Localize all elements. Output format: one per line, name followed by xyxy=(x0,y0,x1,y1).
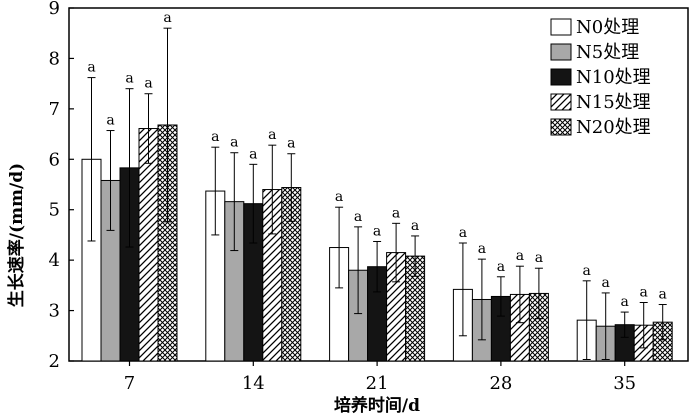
significance-label: a xyxy=(621,294,629,310)
legend-swatch xyxy=(550,93,572,111)
x-tick-label: 35 xyxy=(613,373,636,394)
y-tick-label: 7 xyxy=(49,99,60,120)
significance-label: a xyxy=(268,127,276,143)
significance-label: a xyxy=(230,135,238,151)
significance-label: a xyxy=(125,71,133,87)
significance-label: a xyxy=(583,263,591,279)
significance-label: a xyxy=(659,287,667,303)
significance-label: a xyxy=(478,241,486,257)
significance-label: a xyxy=(459,225,467,241)
y-tick-label: 3 xyxy=(49,301,60,322)
x-tick-label: 21 xyxy=(366,373,389,394)
significance-label: a xyxy=(144,76,152,92)
significance-label: a xyxy=(87,60,95,76)
x-axis-title: 培养时间/d xyxy=(334,395,420,416)
significance-label: a xyxy=(163,10,171,26)
significance-label: a xyxy=(535,250,543,266)
significance-label: a xyxy=(411,218,419,234)
significance-label: a xyxy=(106,113,114,129)
y-tick-label: 2 xyxy=(49,351,60,372)
legend-swatch xyxy=(550,118,572,136)
legend-swatch xyxy=(550,43,572,61)
significance-label: a xyxy=(211,129,219,145)
legend-label: N5处理 xyxy=(576,42,639,63)
x-tick-label: 14 xyxy=(242,373,265,394)
significance-label: a xyxy=(497,259,505,275)
y-tick-label: 4 xyxy=(49,250,60,271)
significance-label: a xyxy=(640,285,648,301)
y-axis-title: 生长速率/(mm/d) xyxy=(6,163,27,307)
legend: N0处理 N5处理 N10处理 N15处理 N20处理 xyxy=(550,17,651,138)
significance-label: a xyxy=(392,205,400,221)
y-tick-label: 9 xyxy=(49,0,60,19)
significance-label: a xyxy=(516,248,524,264)
y-tick-label: 8 xyxy=(49,48,60,69)
significance-label: a xyxy=(373,223,381,239)
legend-label: N0处理 xyxy=(576,17,639,38)
legend-swatch xyxy=(550,68,572,86)
legend-label: N10处理 xyxy=(576,67,651,88)
significance-label: a xyxy=(249,146,257,162)
significance-label: a xyxy=(602,275,610,291)
significance-label: a xyxy=(354,209,362,225)
y-tick-label: 5 xyxy=(49,200,60,221)
legend-label: N20处理 xyxy=(576,117,651,138)
legend-swatch xyxy=(550,18,572,36)
y-tick-label: 6 xyxy=(49,149,60,170)
x-tick-label: 28 xyxy=(489,373,512,394)
significance-label: a xyxy=(335,189,343,205)
legend-label: N15处理 xyxy=(576,92,651,113)
x-tick-label: 7 xyxy=(124,373,135,394)
significance-label: a xyxy=(287,136,295,152)
